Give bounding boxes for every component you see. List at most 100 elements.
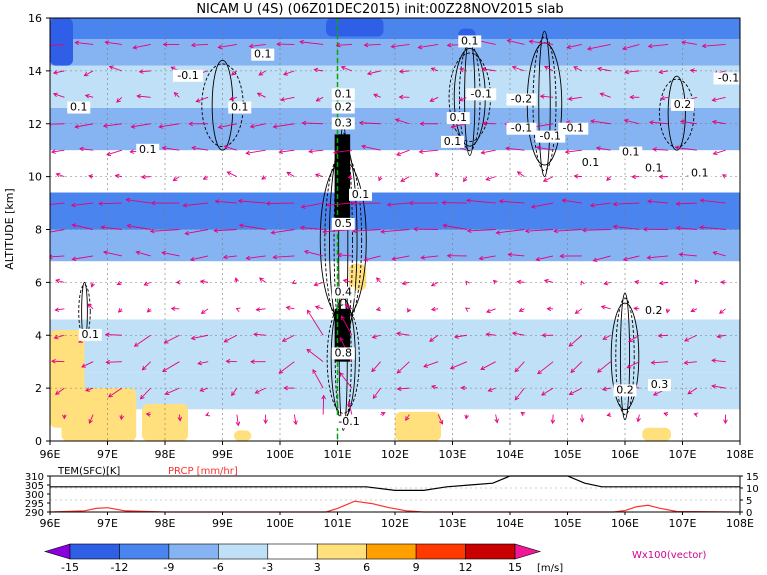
x-tick-label: 97E: [97, 448, 118, 461]
wind-vector: [622, 44, 640, 50]
wind-vector-head: [663, 412, 669, 417]
wind-vector-head: [657, 333, 663, 339]
wind-vector: [712, 385, 726, 389]
wind-vector: [391, 43, 410, 48]
wind-vector-head: [589, 119, 595, 124]
wind-vector-head: [303, 249, 309, 255]
x-tick-label: 101E: [324, 448, 352, 461]
wind-vector: [450, 361, 468, 369]
wind-vector: [479, 255, 496, 260]
wind-vector-head: [681, 40, 686, 45]
contour-label: -0.1: [338, 415, 359, 428]
wind-vector: [226, 360, 237, 363]
wind-vector-head: [600, 305, 606, 310]
wind-vector: [574, 175, 582, 178]
x-tick-label: 107E: [669, 448, 697, 461]
wind-vector: [570, 361, 583, 373]
wind-vector-head: [250, 359, 255, 365]
wind-vector-head: [716, 333, 722, 339]
wind-vector-head: [205, 412, 211, 417]
y-tick-label: 8: [35, 224, 42, 237]
contour-label-bg: [441, 135, 464, 148]
wind-vector: [496, 229, 525, 234]
wind-vector-head: [407, 307, 412, 313]
ts-x-tick-label: 103E: [439, 517, 467, 530]
wind-vector-head: [674, 145, 680, 151]
wind-vector-head: [352, 228, 357, 234]
wind-vector-head: [130, 124, 136, 129]
wind-vector: [459, 96, 468, 101]
wind-vector: [593, 255, 611, 262]
wind-vector: [399, 70, 410, 73]
colorbar-tick-label: -3: [262, 561, 273, 574]
wind-vector: [185, 229, 209, 235]
wind-vector-head: [650, 360, 656, 365]
wind-vector: [322, 395, 325, 415]
contour-label-bg: [78, 328, 102, 341]
wind-vector: [50, 43, 65, 47]
wind-vector: [51, 360, 65, 363]
colorbar-segment: [218, 543, 269, 560]
wind-vector-head: [199, 279, 205, 284]
wind-vector-head: [507, 252, 513, 258]
wind-vector: [681, 41, 697, 45]
wind-vector: [690, 69, 697, 72]
colorbar-segment: [316, 543, 367, 560]
wind-vector-head: [466, 198, 471, 203]
wind-vector-head: [683, 360, 689, 365]
wind-vector-head: [418, 149, 424, 154]
wind-vector: [625, 70, 640, 73]
wind-vector-head: [485, 308, 491, 314]
wind-vector: [459, 68, 467, 72]
wind-vector-head: [390, 44, 396, 49]
wind-vector: [517, 171, 525, 177]
wind-vector-head: [435, 172, 440, 178]
ts-x-tick-label: 101E: [324, 517, 352, 530]
wind-vector: [719, 308, 726, 314]
wind-vector: [223, 255, 237, 258]
wind-vector-head: [647, 199, 652, 204]
wind-vector-head: [223, 338, 229, 343]
colorbar-min-arrow: [43, 543, 71, 560]
wind-vector-head: [315, 97, 321, 102]
wind-vector: [178, 414, 181, 421]
colorbar-tick-label: -12: [110, 561, 128, 574]
contour-label: 0.1: [645, 161, 663, 174]
wind-vector: [364, 43, 381, 46]
wind-vector: [81, 361, 94, 368]
wind-vector: [587, 43, 611, 50]
wind-vector: [239, 224, 266, 230]
wind-vector-head: [633, 306, 639, 311]
wind-vector-head: [524, 228, 530, 234]
wind-vector-head: [276, 41, 281, 47]
wind-vector-head: [126, 223, 132, 229]
contour-label: -0.1: [540, 130, 561, 143]
wind-vector-head: [161, 145, 167, 151]
contour-label-bg: [671, 98, 694, 111]
contour-label-bg: [331, 217, 355, 230]
wind-vector-head: [429, 337, 434, 342]
wind-vector-head: [214, 199, 220, 204]
wind-vector-head: [450, 124, 456, 129]
wind-vector: [463, 176, 468, 182]
wind-vector: [55, 308, 65, 311]
wind-vector-head: [481, 121, 487, 126]
wind-vector: [712, 96, 726, 101]
wind-vector-head: [333, 149, 338, 155]
wind-vector-head: [55, 390, 60, 395]
wind-vector-head: [442, 223, 448, 229]
wind-vector-head: [711, 119, 717, 125]
wind-vector: [361, 145, 381, 151]
wind-vector: [323, 229, 352, 233]
x-tick-label: 100E: [266, 448, 294, 461]
wind-vector-head: [690, 307, 696, 313]
wind-vector: [443, 224, 467, 230]
wind-vector-head: [494, 418, 499, 424]
contour-label-bg: [334, 416, 364, 429]
wind-vector: [418, 43, 439, 49]
contour-label-layer: 0.10.10.1-0.10.10.10.20.30.10.50.40.8-0.…: [67, 34, 740, 429]
wind-vector-head: [396, 386, 402, 392]
wind-vector-head: [231, 391, 236, 397]
wind-vector: [273, 123, 295, 128]
wind-vector: [568, 96, 582, 100]
